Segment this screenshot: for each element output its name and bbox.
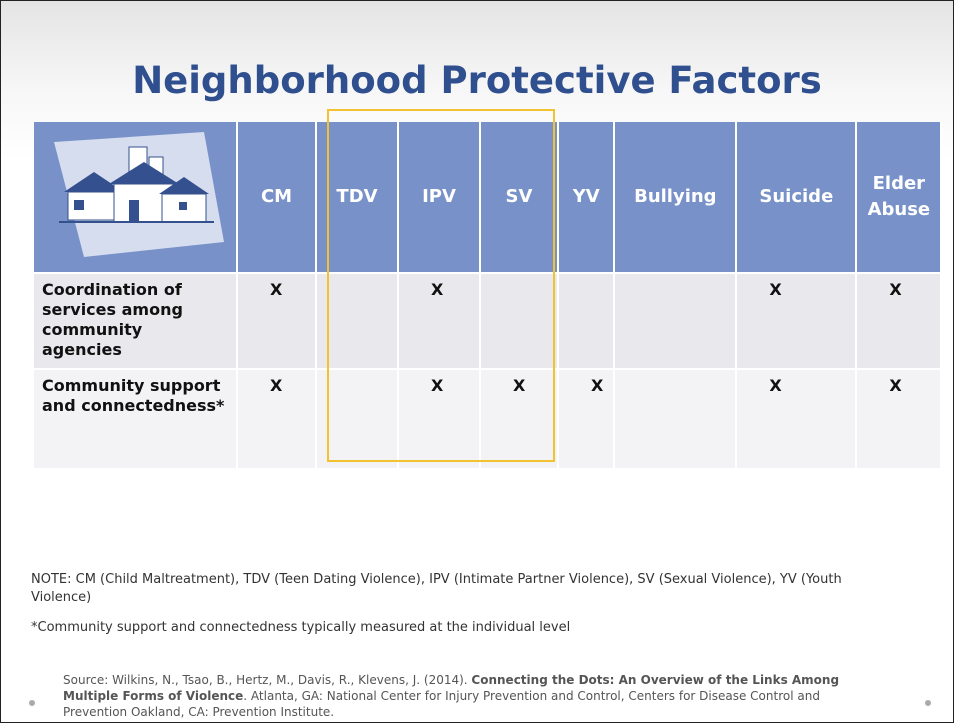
column-header: TDV (316, 122, 399, 273)
table-cell: X (398, 272, 481, 369)
source-title: Connecting the Dots: An Overview of the … (63, 673, 840, 703)
table-row: Community support and connectedness* X X X X… (34, 368, 943, 468)
table-cell (316, 272, 399, 369)
column-header: IPV (398, 122, 481, 273)
column-header: Suicide (736, 122, 858, 273)
bullet (29, 700, 35, 706)
table-cell: X (736, 272, 858, 369)
row-label: Community support and connectedness* (34, 368, 238, 468)
table-cell: X (398, 368, 481, 468)
table-cell: X (480, 368, 559, 468)
slide-title: Neighborhood Protective Factors (132, 59, 822, 102)
column-header: YV (558, 122, 616, 273)
table-cell: X (856, 368, 943, 468)
table-cell: X (856, 272, 943, 369)
table-cell (480, 272, 559, 369)
source-text: Source: Wilkins, N., Tsao, B., Hertz, M.… (63, 673, 472, 687)
row-label: Coordination of services among community… (34, 272, 238, 369)
header-image-cell (34, 122, 238, 273)
table-cell: X (237, 272, 317, 369)
column-header: SV (480, 122, 559, 273)
header-row: CM TDV IPV SV YV Bullying Suicide Elder Abuse (34, 122, 943, 273)
table-cell: X (736, 368, 858, 468)
factor-table: CM TDV IPV SV YV Bullying Suicide Elder Abuse C… (34, 122, 943, 468)
table-cell (614, 368, 738, 468)
table-cell: X (237, 368, 317, 468)
note: NOTE: CM (Child Maltreatment), TDV (Teen… (31, 572, 842, 605)
table-cell (614, 272, 738, 369)
highlight-box (327, 109, 555, 462)
source-text: . Atlanta, GA: National Center for Injur… (63, 689, 820, 719)
table-cell (558, 272, 616, 369)
bullet (925, 700, 931, 706)
column-header: Bullying (614, 122, 738, 273)
table-cell: X (558, 368, 616, 468)
table-cell (316, 368, 399, 468)
note: *Community support and connectedness typ… (31, 620, 571, 635)
column-header: Elder Abuse (856, 122, 943, 273)
neighborhood-illustration (54, 132, 224, 257)
column-header: CM (237, 122, 317, 273)
table-row: Coordination of services among community… (34, 272, 943, 369)
source-citation: Source: Wilkins, N., Tsao, B., Hertz, M.… (63, 672, 883, 720)
